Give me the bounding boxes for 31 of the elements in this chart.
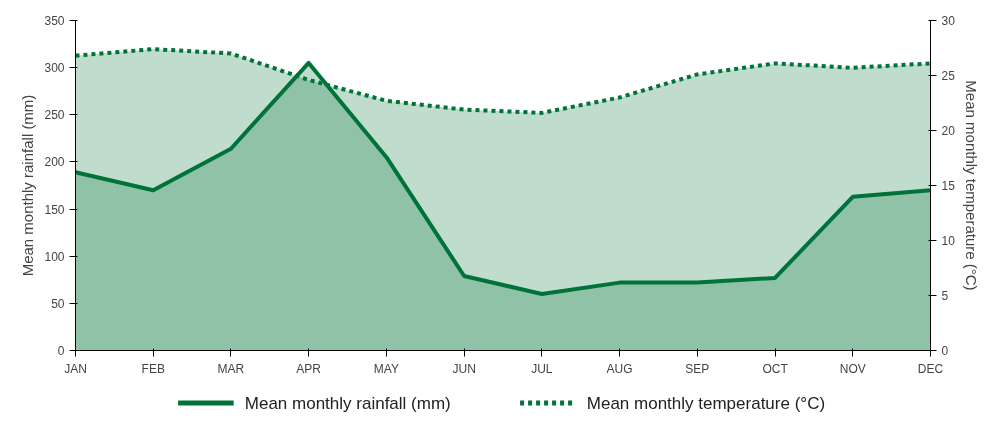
x-tick-label: SEP (685, 361, 710, 376)
x-tick-label: NOV (839, 361, 866, 376)
y2-tick-label: 25 (941, 69, 956, 83)
x-tick-label: JUL (531, 361, 553, 376)
legend-label: Mean monthly temperature (°C) (586, 393, 826, 413)
y2-tick-label: 20 (941, 124, 956, 138)
x-tick-label: JUN (452, 361, 476, 376)
y-tick-label: 0 (57, 344, 65, 358)
legend-label: Mean monthly rainfall (mm) (244, 393, 451, 413)
x-tick-label: AUG (606, 361, 633, 376)
y2-tick-label: 15 (941, 179, 956, 193)
y2-tick-label: 30 (941, 14, 956, 28)
x-tick-label: DEC (917, 361, 944, 376)
y2-axis-title: Mean monthly temperature (°C) (962, 80, 980, 291)
y-tick-label: 100 (44, 249, 65, 264)
x-tick-label: JAN (64, 361, 87, 376)
x-tick-label: OCT (762, 361, 789, 376)
y-tick-label: 50 (51, 296, 65, 311)
x-tick-label: APR (296, 361, 322, 376)
y2-tick-label: 5 (941, 289, 949, 303)
y-axis-title: Mean monthly rainfall (mm) (19, 94, 37, 277)
y-tick-label: 250 (44, 108, 65, 123)
x-tick-label: MAY (373, 361, 399, 376)
y2-tick-label: 0 (941, 344, 949, 358)
y-tick-label: 300 (44, 61, 65, 76)
y-tick-label: 200 (44, 155, 65, 170)
x-tick-label: MAR (217, 361, 245, 376)
y-tick-label: 350 (44, 14, 65, 28)
x-tick-label: FEB (141, 361, 165, 376)
y-tick-label: 150 (44, 202, 65, 217)
y2-tick-label: 10 (941, 234, 956, 248)
